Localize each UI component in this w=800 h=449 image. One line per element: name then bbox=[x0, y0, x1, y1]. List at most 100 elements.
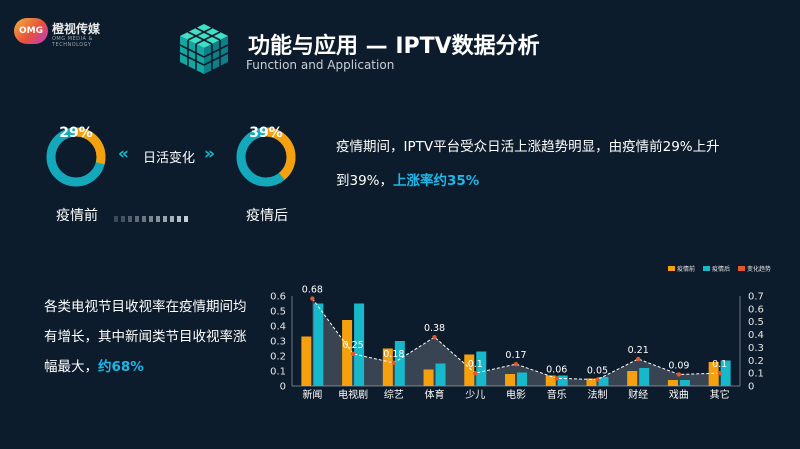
donut-before-arc bbox=[46, 127, 106, 187]
trend-point bbox=[391, 360, 397, 366]
y-left-tick: 0.4 bbox=[270, 322, 286, 333]
bar-after bbox=[679, 380, 690, 386]
y-right-tick: 0.4 bbox=[748, 330, 764, 341]
change-indicator: « 日活变化 » bbox=[112, 144, 232, 168]
x-tick-label: 少儿 bbox=[465, 389, 485, 401]
bar-before bbox=[627, 371, 638, 386]
chevron-right-icon: » bbox=[204, 144, 215, 164]
bar-before bbox=[708, 362, 719, 386]
y-left-tick: 0.5 bbox=[270, 307, 286, 318]
donut-after: 39% bbox=[234, 125, 298, 189]
y-right-tick: 0.2 bbox=[748, 356, 764, 367]
trend-point bbox=[554, 376, 559, 381]
donut-after-arc bbox=[236, 127, 296, 187]
description-left-text: 各类电视节目收视率在疫情期间均有增长，其中新闻类节目收视率涨幅最大， bbox=[44, 299, 247, 375]
bar-before bbox=[667, 380, 678, 386]
trend-point bbox=[310, 296, 315, 301]
x-tick-label: 体育 bbox=[425, 388, 445, 401]
x-tick-label: 戏曲 bbox=[669, 389, 689, 401]
x-tick-label: 电影 bbox=[506, 388, 526, 401]
description-top-line2: 到39%， bbox=[336, 173, 394, 189]
y-right-tick: 0.5 bbox=[748, 317, 764, 328]
bar-before bbox=[545, 375, 556, 386]
trend-label: 0.18 bbox=[383, 349, 404, 360]
trend-point bbox=[432, 334, 437, 340]
y-right-tick: 0.7 bbox=[748, 292, 764, 303]
trend-label: 0.38 bbox=[424, 323, 445, 334]
brand-logo: OMG 橙视传媒 OMG MEDIA & TECHNOLOGY bbox=[14, 16, 124, 56]
legend-swatch bbox=[703, 266, 710, 271]
label-after: 疫情后 bbox=[246, 208, 288, 224]
x-tick-label: 其它 bbox=[710, 388, 730, 401]
chevron-left-icon: « bbox=[118, 144, 129, 164]
trend-label: 0.17 bbox=[505, 350, 526, 361]
change-label: 日活变化 bbox=[143, 151, 196, 166]
bar-before bbox=[382, 348, 393, 386]
label-before: 疫情前 bbox=[56, 208, 98, 224]
legend-label: 疫情后 bbox=[712, 265, 730, 273]
bar-before bbox=[342, 320, 353, 386]
page-subtitle: Function and Application bbox=[246, 58, 395, 72]
trend-point bbox=[676, 372, 682, 377]
bar-before bbox=[301, 336, 312, 386]
trend-label: 0.1 bbox=[712, 359, 727, 370]
trend-point bbox=[350, 351, 356, 357]
trend-label: 0.25 bbox=[343, 340, 364, 351]
x-tick-label: 财经 bbox=[628, 388, 648, 401]
trend-label: 0.1 bbox=[468, 359, 483, 370]
x-tick-label: 综艺 bbox=[384, 388, 404, 401]
bar-before bbox=[423, 369, 434, 386]
x-tick-label: 电视剧 bbox=[338, 388, 368, 401]
trend-label: 0.68 bbox=[302, 285, 323, 296]
x-tick-label: 法制 bbox=[587, 388, 607, 401]
trend-label: 0.06 bbox=[546, 364, 567, 375]
legend-label: 变化趋势 bbox=[747, 265, 771, 273]
trend-point bbox=[473, 370, 478, 376]
trend-point bbox=[513, 361, 519, 367]
trend-point bbox=[595, 377, 600, 382]
bar-after bbox=[720, 360, 731, 386]
page-title: 功能与应用 — IPTV数据分析 bbox=[248, 34, 540, 59]
legend-label: 疫情前 bbox=[677, 265, 695, 273]
y-left-tick: 0.6 bbox=[270, 292, 286, 303]
bar-after bbox=[354, 303, 365, 386]
logo-subtitle: OMG MEDIA & TECHNOLOGY bbox=[52, 36, 93, 48]
logo-badge: OMG bbox=[14, 18, 48, 44]
y-right-tick: 0.1 bbox=[748, 369, 764, 380]
legend-swatch bbox=[668, 266, 675, 271]
y-right-tick: 0 bbox=[748, 382, 754, 393]
cube-icon bbox=[176, 20, 232, 76]
description-top-line1: 疫情期间，IPTV平台受众日活上涨趋势明显，由疫情前29%上升 bbox=[336, 139, 720, 155]
logo-name: 橙视传媒 bbox=[52, 22, 101, 36]
x-tick-label: 音乐 bbox=[547, 388, 567, 401]
viewing-rate-chart: 0 0.1 0.2 0.3 0.4 0.5 0.6 0 0.1 0.2 0.3 0.4 0.5 0.6 0.… bbox=[262, 260, 782, 410]
bar-before bbox=[505, 374, 515, 386]
y-left-tick: 0 bbox=[280, 382, 286, 393]
bar-after bbox=[435, 363, 446, 386]
description-top: 疫情期间，IPTV平台受众日活上涨趋势明显，由疫情前29%上升 到39%，上涨率… bbox=[336, 130, 756, 198]
bar-after bbox=[639, 368, 650, 386]
bar-before bbox=[586, 378, 597, 386]
description-left-highlight: 约68% bbox=[98, 359, 144, 375]
y-left-tick: 0.1 bbox=[270, 367, 286, 378]
y-left-tick: 0.2 bbox=[270, 352, 286, 363]
y-left-tick: 0.3 bbox=[270, 337, 286, 348]
progress-dots bbox=[114, 207, 234, 222]
y-right-tick: 0.3 bbox=[748, 343, 764, 354]
bar-after bbox=[394, 341, 405, 386]
bar-after bbox=[557, 375, 568, 386]
legend-swatch bbox=[738, 266, 745, 271]
trend-point bbox=[717, 370, 722, 376]
description-left: 各类电视节目收视率在疫情期间均有增长，其中新闻类节目收视率涨幅最大，约68% bbox=[44, 292, 254, 382]
donut-before-value: 29% bbox=[59, 125, 93, 141]
x-tick-label: 新闻 bbox=[302, 388, 322, 401]
trend-area bbox=[312, 298, 720, 386]
donut-before: 29% bbox=[44, 125, 108, 189]
bar-after bbox=[517, 372, 527, 386]
bar-after bbox=[476, 351, 487, 386]
bar-after bbox=[313, 303, 324, 386]
description-top-highlight: 上涨率约35% bbox=[393, 173, 480, 189]
trend-point bbox=[635, 356, 641, 362]
bar-before bbox=[464, 354, 475, 386]
trend-line bbox=[311, 298, 720, 381]
